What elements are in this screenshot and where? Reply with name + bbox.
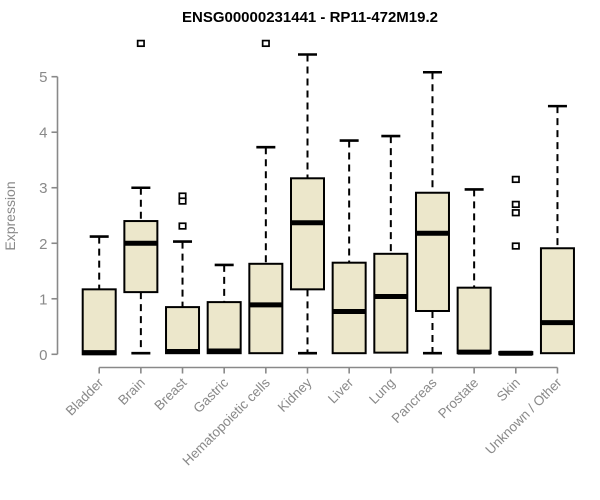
x-tick-label: Skin [494,375,523,404]
box [456,286,492,355]
boxplot-unknown-other [539,104,575,355]
outlier-point [511,242,520,250]
y-axis-title: Expression [2,181,18,250]
boxplot-prostate [456,188,492,355]
box [331,261,367,355]
box [165,306,201,355]
outlier-point [511,209,520,217]
x-tick-label: Bladder [63,375,107,419]
outlier-point [178,222,187,230]
box [123,220,159,294]
box-series [81,39,575,356]
boxplot-hematopoietic-cells [248,39,284,355]
x-tick-label: Liver [325,375,357,407]
outlier-point [136,39,145,48]
y-tick-label: 4 [39,125,47,142]
x-tick-label: Brain [115,375,148,408]
outlier-point [178,197,187,205]
y-tick-label: 1 [39,291,47,308]
y-tick-label: 3 [39,180,47,197]
y-tick-label: 0 [39,347,47,364]
x-tick-label: Pancreas [389,375,440,426]
boxplot-breast [165,192,201,355]
boxplot-brain [123,39,159,355]
box [290,177,325,291]
box [81,288,117,356]
boxplot-skin [498,175,534,356]
boxplot-bladder [81,235,117,356]
outlier-point [511,175,520,184]
x-tick-label: Gastric [190,375,231,416]
box [206,301,242,355]
x-tick-label: Unknown / Other [482,375,565,458]
boxplot-lung [373,134,409,354]
outlier-point [261,39,270,48]
y-tick-label: 2 [39,236,47,253]
boxplot-pancreas [414,70,450,355]
boxplot-gastric [206,263,242,355]
y-tick-label: 5 [39,69,47,86]
box [539,247,575,355]
chart-title: ENSG00000231441 - RP11-472M19.2 [182,9,438,26]
boxplot-liver [331,139,367,355]
box [248,262,284,355]
boxplot-kidney [290,53,325,355]
box [373,252,409,354]
box [414,191,450,312]
x-tick-label: Prostate [435,375,481,421]
outlier-point [511,200,520,209]
x-tick-label: Lung [366,375,398,407]
x-tick-label: Breast [151,375,189,413]
x-tick-label: Kidney [275,375,315,415]
